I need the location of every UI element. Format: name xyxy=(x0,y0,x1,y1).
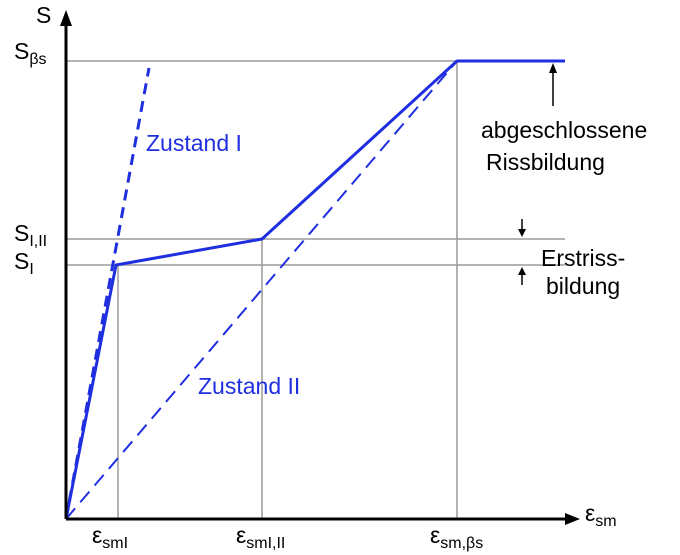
zustand-2-label: Zustand II xyxy=(198,373,301,399)
y-axis-label: S xyxy=(36,4,51,27)
y-axis-arrowhead xyxy=(60,10,72,26)
s-i-symbol: S xyxy=(14,248,30,274)
eps-smi-subscript: smI xyxy=(102,535,129,552)
first-cracking-arrowhead-top xyxy=(518,229,526,237)
eps-smi-ii-subscript: smI,II xyxy=(246,535,286,552)
eps-smi-label: εsmI xyxy=(92,522,128,552)
sm-curve xyxy=(64,59,565,520)
s-i-ii-symbol: S xyxy=(14,220,30,246)
x-axis-symbol: ε xyxy=(585,500,596,526)
final-cracking-arrowhead xyxy=(549,63,557,73)
zustand-1-label: Zustand I xyxy=(146,130,242,156)
eps-sm-beta-s-label: εsm,βs xyxy=(430,522,483,552)
y-axis-symbol: S xyxy=(36,2,52,28)
x-axis-label: εsm xyxy=(585,500,617,530)
x-axis-arrowhead xyxy=(565,513,580,525)
x-axis-subscript: sm xyxy=(595,513,617,530)
s-i-ii-subscript: I,II xyxy=(29,233,48,250)
first-cracking-line2: bildung xyxy=(546,273,621,299)
s-i-subscript: I xyxy=(29,261,34,278)
eps-smi-ii-symbol: ε xyxy=(236,522,247,548)
s-beta-s-subscript: βs xyxy=(29,51,47,68)
final-cracking-line2: Rissbildung xyxy=(486,149,605,175)
zustand-2-line xyxy=(65,60,458,520)
first-cracking-line1: Erstriss- xyxy=(541,245,626,271)
s-i-label: SI xyxy=(14,248,34,278)
s-i-ii-label: SI,II xyxy=(14,220,47,250)
first-cracking-arrowhead-bottom xyxy=(518,267,526,275)
eps-sm-beta-s-subscript: sm,βs xyxy=(440,535,484,552)
eps-smi-symbol: ε xyxy=(92,522,103,548)
s-beta-s-label: Sβs xyxy=(14,38,47,68)
s-beta-s-symbol: S xyxy=(14,38,30,64)
eps-sm-beta-s-symbol: ε xyxy=(430,522,441,548)
final-cracking-line1: abgeschlossene xyxy=(481,117,648,143)
eps-smi-ii-label: εsmI,II xyxy=(236,522,285,552)
